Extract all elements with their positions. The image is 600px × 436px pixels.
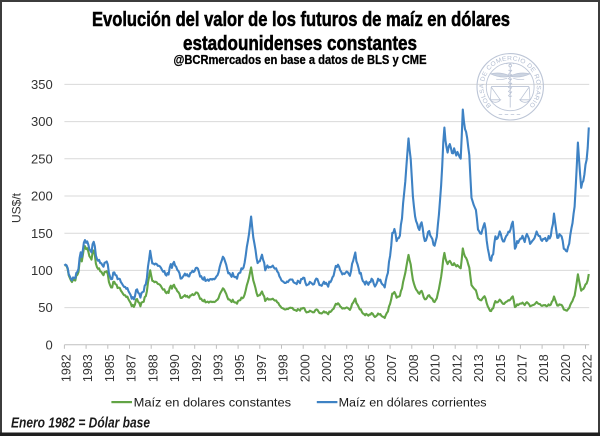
svg-text:0: 0: [45, 337, 52, 352]
svg-text:2008: 2008: [407, 354, 421, 382]
svg-text:1995: 1995: [233, 354, 247, 382]
svg-text:150: 150: [31, 226, 53, 241]
svg-text:1987: 1987: [125, 354, 139, 382]
svg-text:1998: 1998: [277, 354, 291, 382]
svg-text:2007: 2007: [385, 354, 399, 382]
svg-text:Evolución del valor de los fut: Evolución del valor de los futuros de ma…: [92, 9, 510, 31]
svg-text:1992: 1992: [190, 354, 204, 382]
svg-text:US$/t: US$/t: [9, 192, 23, 223]
svg-text:2002: 2002: [320, 354, 334, 382]
svg-text:50: 50: [38, 300, 52, 315]
svg-text:100: 100: [31, 263, 53, 278]
svg-text:1988: 1988: [146, 354, 160, 382]
svg-text:2003: 2003: [342, 354, 356, 382]
svg-text:300: 300: [31, 114, 53, 129]
svg-text:2017: 2017: [516, 354, 530, 382]
svg-text:2005: 2005: [364, 354, 378, 382]
svg-text:2000: 2000: [298, 354, 312, 382]
svg-text:estadounidenses constantes: estadounidenses constantes: [183, 33, 417, 55]
svg-text:2013: 2013: [472, 354, 486, 382]
svg-text:350: 350: [31, 77, 53, 92]
svg-text:2022: 2022: [581, 354, 595, 382]
svg-text:2012: 2012: [450, 354, 464, 382]
svg-text:2010: 2010: [429, 354, 443, 382]
svg-text:Maíz en dolares constantes: Maíz en dolares constantes: [134, 397, 292, 409]
svg-text:1982: 1982: [60, 354, 74, 382]
svg-text:250: 250: [31, 151, 53, 166]
svg-text:1993: 1993: [212, 354, 226, 382]
svg-text:2015: 2015: [494, 354, 508, 382]
svg-text:Enero 1982 = Dólar base: Enero 1982 = Dólar base: [11, 416, 150, 432]
svg-text:2018: 2018: [537, 354, 551, 382]
svg-text:2020: 2020: [559, 354, 573, 382]
svg-text:Maíz en dólares corrientes: Maíz en dólares corrientes: [339, 397, 487, 409]
svg-text:1985: 1985: [103, 354, 117, 382]
svg-text:@BCRmercados en base a datos d: @BCRmercados en base a datos de BLS y CM…: [174, 53, 427, 67]
svg-text:1983: 1983: [81, 354, 95, 382]
svg-text:1997: 1997: [255, 354, 269, 382]
svg-text:1990: 1990: [168, 354, 182, 382]
svg-text:200: 200: [31, 189, 53, 204]
